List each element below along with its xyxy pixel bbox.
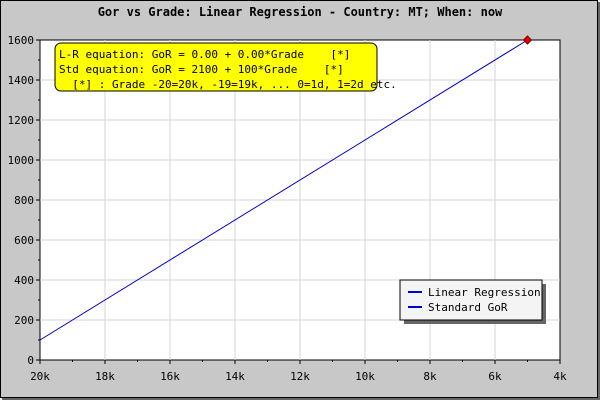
y-tick-label: 800 [14,194,34,207]
y-axis: 0 200 400 600 800 1000 1200 1400 1600 [8,34,40,367]
chart-title: Gor vs Grade: Linear Regression - Countr… [98,5,503,19]
y-tick-label: 200 [14,314,34,327]
annotation-line-lr: L-R equation: GoR = 0.00 + 0.00*Grade [*… [59,48,350,61]
y-tick-label: 1000 [8,154,35,167]
legend-label-standard-gor: Standard GoR [428,301,508,314]
x-tick-label: 4k [553,370,567,383]
x-axis: 20k 18k 16k 14k 12k 10k 8k 6k 4k [30,360,567,383]
y-tick-label: 1400 [8,74,35,87]
legend-label-linear-regression: Linear Regression [428,286,541,299]
y-tick-label: 1600 [8,34,35,47]
x-tick-label: 8k [423,370,437,383]
x-tick-label: 16k [160,370,180,383]
annotation-line-std: Std equation: GoR = 2100 + 100*Grade [*] [59,63,344,76]
series-layer [39,35,533,341]
x-tick-label: 14k [225,370,245,383]
x-tick-label: 6k [488,370,502,383]
y-tick-label: 600 [14,234,34,247]
x-tick-label: 20k [30,370,50,383]
data-point-marker [522,35,533,45]
grid [40,40,560,360]
annotation-box: L-R equation: GoR = 0.00 + 0.00*Grade [*… [54,42,397,92]
annotation-line-note: [*] : Grade -20=20k, -19=19k, ... 0=1d, … [59,78,397,91]
y-tick-label: 0 [27,354,34,367]
y-tick-label: 1200 [8,114,35,127]
x-tick-label: 18k [95,370,115,383]
series-line-standard-gor [39,39,528,341]
y-tick-label: 400 [14,274,34,287]
legend: Linear Regression Standard GoR [399,279,546,324]
x-tick-label: 12k [290,370,310,383]
x-tick-label: 10k [355,370,375,383]
